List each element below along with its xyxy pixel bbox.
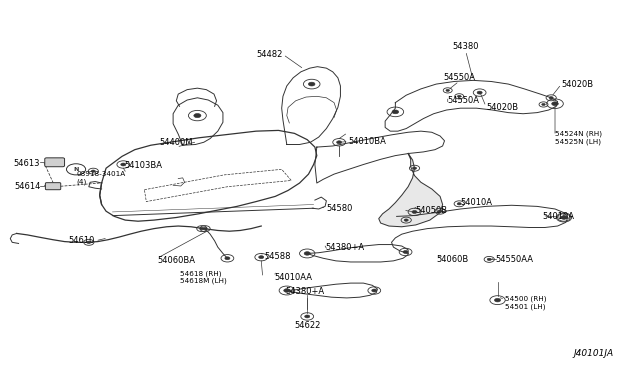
Circle shape bbox=[404, 219, 408, 221]
Text: 54613: 54613 bbox=[14, 159, 40, 168]
Text: 54020B: 54020B bbox=[486, 103, 518, 112]
Circle shape bbox=[446, 89, 449, 92]
Circle shape bbox=[337, 141, 342, 144]
Circle shape bbox=[259, 256, 264, 259]
Circle shape bbox=[392, 110, 399, 114]
Text: 54010AA: 54010AA bbox=[274, 273, 312, 282]
Text: 54380+A: 54380+A bbox=[325, 243, 364, 251]
Text: 54380: 54380 bbox=[452, 42, 479, 51]
Circle shape bbox=[194, 113, 201, 118]
Text: 54588: 54588 bbox=[264, 252, 291, 261]
Text: 54020B: 54020B bbox=[561, 80, 593, 89]
Circle shape bbox=[549, 97, 553, 99]
Text: 54050B: 54050B bbox=[416, 206, 448, 215]
Text: 54610: 54610 bbox=[69, 236, 95, 246]
Circle shape bbox=[305, 315, 310, 318]
Circle shape bbox=[87, 241, 91, 244]
Circle shape bbox=[552, 102, 558, 106]
Text: 54010A: 54010A bbox=[461, 198, 493, 207]
Text: 54060BA: 54060BA bbox=[157, 256, 195, 264]
Circle shape bbox=[487, 258, 492, 260]
Circle shape bbox=[203, 227, 207, 230]
Text: 54060B: 54060B bbox=[436, 255, 468, 264]
Text: 08918-3401A
(4): 08918-3401A (4) bbox=[76, 171, 125, 185]
Text: 54380+A: 54380+A bbox=[285, 287, 324, 296]
Circle shape bbox=[438, 210, 442, 212]
Text: 54010BA: 54010BA bbox=[349, 137, 387, 146]
Circle shape bbox=[561, 216, 566, 219]
Polygon shape bbox=[379, 153, 443, 227]
Circle shape bbox=[541, 103, 545, 106]
Circle shape bbox=[477, 91, 482, 94]
Circle shape bbox=[121, 163, 126, 166]
Text: N: N bbox=[74, 167, 79, 172]
Text: 54580: 54580 bbox=[326, 205, 353, 214]
Text: 54618 (RH)
54618M (LH): 54618 (RH) 54618M (LH) bbox=[179, 270, 227, 285]
Circle shape bbox=[458, 95, 461, 97]
Text: 54550AA: 54550AA bbox=[495, 255, 534, 264]
Circle shape bbox=[412, 167, 417, 169]
Circle shape bbox=[304, 252, 310, 255]
Text: 54550A: 54550A bbox=[448, 96, 480, 105]
Circle shape bbox=[284, 289, 290, 292]
Circle shape bbox=[200, 227, 204, 230]
Text: 54500 (RH)
54501 (LH): 54500 (RH) 54501 (LH) bbox=[505, 296, 547, 310]
Text: 54400M: 54400M bbox=[159, 138, 193, 147]
FancyBboxPatch shape bbox=[45, 158, 65, 167]
Circle shape bbox=[561, 216, 567, 219]
Circle shape bbox=[372, 289, 377, 292]
Text: 54482: 54482 bbox=[257, 50, 283, 59]
FancyBboxPatch shape bbox=[45, 183, 61, 190]
Circle shape bbox=[412, 211, 417, 214]
Circle shape bbox=[92, 170, 95, 172]
Circle shape bbox=[457, 203, 461, 205]
Circle shape bbox=[403, 250, 408, 253]
Text: 54622: 54622 bbox=[294, 321, 321, 330]
Text: 54550A: 54550A bbox=[444, 73, 476, 82]
Text: 54614: 54614 bbox=[14, 182, 40, 191]
Circle shape bbox=[225, 257, 230, 260]
Text: 54524N (RH)
54525N (LH): 54524N (RH) 54525N (LH) bbox=[555, 131, 602, 145]
Circle shape bbox=[495, 298, 500, 302]
Text: 54103BA: 54103BA bbox=[125, 161, 163, 170]
Text: J40101JA: J40101JA bbox=[573, 349, 614, 358]
Text: 54010A: 54010A bbox=[542, 212, 574, 221]
Circle shape bbox=[308, 82, 315, 86]
